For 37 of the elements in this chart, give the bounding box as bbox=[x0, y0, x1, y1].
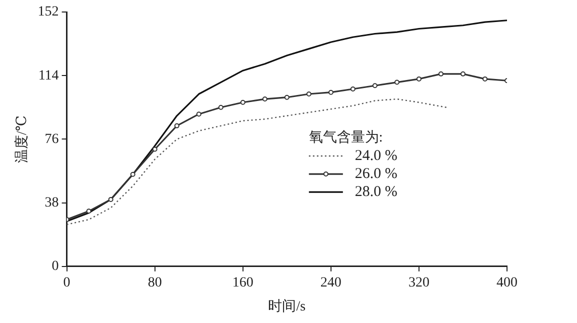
point bbox=[240, 100, 246, 105]
point bbox=[152, 146, 158, 152]
point bbox=[482, 76, 488, 82]
point bbox=[218, 104, 224, 110]
point bbox=[350, 86, 356, 92]
x-tick-label: 80 bbox=[148, 275, 162, 290]
x-tick-label: 0 bbox=[63, 275, 70, 290]
point bbox=[262, 96, 268, 102]
point bbox=[196, 112, 202, 117]
x-tick-label: 320 bbox=[408, 275, 430, 290]
point bbox=[130, 172, 136, 177]
y-tick-label: 38 bbox=[44, 195, 59, 210]
x-axis-title: 时间/s bbox=[268, 298, 306, 314]
point bbox=[108, 196, 114, 202]
point bbox=[174, 123, 180, 128]
y-tick-label: 114 bbox=[38, 68, 59, 84]
point bbox=[306, 92, 312, 97]
x-tick-label: 160 bbox=[232, 275, 254, 290]
point bbox=[372, 83, 378, 88]
x-tick-label: 240 bbox=[320, 275, 342, 290]
point bbox=[394, 80, 400, 85]
point bbox=[460, 71, 466, 76]
point bbox=[328, 90, 334, 95]
legend-title: 氧气含量为: bbox=[308, 130, 383, 146]
point bbox=[284, 94, 290, 100]
point bbox=[438, 71, 444, 76]
point bbox=[416, 76, 422, 82]
y-tick-label: 152 bbox=[38, 4, 59, 20]
legend-label: 28.0 % bbox=[354, 184, 398, 200]
x-tick-label: 400 bbox=[496, 275, 518, 290]
point bbox=[86, 208, 92, 214]
y-tick-label: 0 bbox=[52, 259, 59, 274]
y-axis-title: 温度/℃ bbox=[14, 115, 30, 163]
line-series bbox=[66, 98, 448, 226]
y-tick-label: 76 bbox=[44, 132, 59, 147]
legend-label: 26.0 % bbox=[354, 166, 398, 182]
legend-label: 24.0 % bbox=[354, 148, 398, 164]
